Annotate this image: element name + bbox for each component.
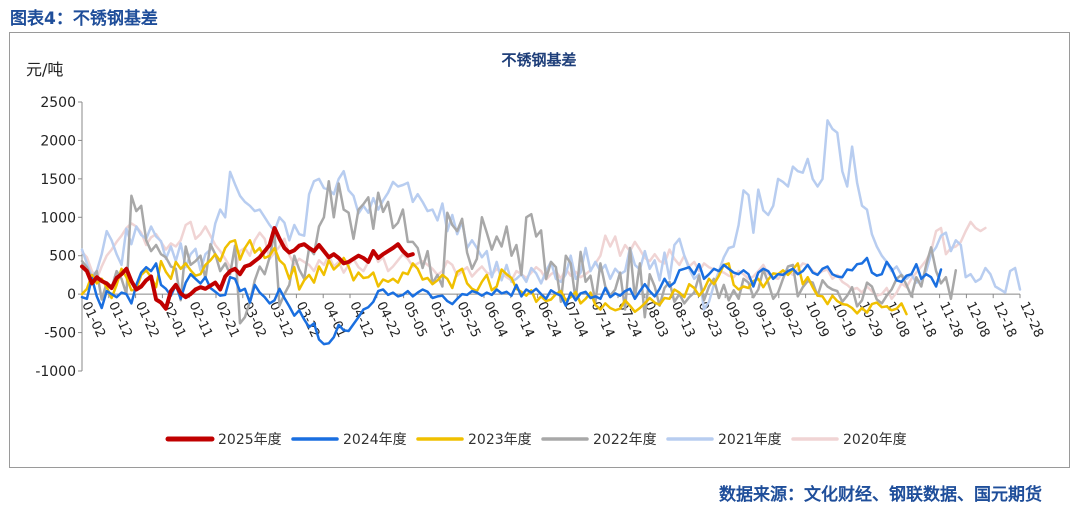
x-tick-label: 09-22 [775,299,805,340]
legend-label: 2024年度 [343,432,407,448]
y-tick-label: 2000 [40,133,76,149]
chart-title: 不锈钢基差 [501,51,576,69]
figure-caption: 图表4：不锈钢基差 [10,9,158,29]
y-tick-label: 0 [67,287,76,303]
legend-label: 2023年度 [468,432,532,448]
y-tick-label: 2500 [40,95,76,111]
legend-label: 2020年度 [843,432,907,448]
series-line-2024年度 [80,256,943,346]
series-line-2025年度 [80,226,415,311]
y-tick-label: 1500 [40,172,76,188]
x-tick-label: 02-11 [186,299,216,340]
y-tick-label: -500 [44,326,76,342]
x-tick-label: 06-24 [534,299,564,340]
x-tick-label: 05-15 [427,299,457,340]
chart-frame: 不锈钢基差 元/吨 -1000 -500 0 500 1000 1500 2000 2500 0… [9,32,1070,468]
x-tick-label: 05-25 [454,299,484,340]
y-axis-label: 元/吨 [26,60,63,79]
x-tick-label: 08-23 [695,299,725,340]
x-tick-label: 01-12 [105,299,135,340]
x-tick-label: 09-12 [748,299,778,340]
legend-label: 2021年度 [718,432,782,448]
source-note: 数据来源：文化财经、钢联数据、国元期货 [719,485,1042,505]
series-lines [80,119,1022,346]
x-tick-label: 12-18 [990,299,1020,340]
x-tick-label: 11-18 [909,299,939,340]
y-tick-label: -1000 [35,364,76,380]
x-tick-label: 06-14 [507,299,537,340]
x-tick-label: 12-28 [1016,299,1046,340]
x-tick-label: 08-13 [668,299,698,340]
y-tick-label: 1000 [40,210,76,226]
x-tick-label: 02-21 [212,299,242,340]
legend-label: 2025年度 [218,432,282,448]
x-tick-label: 10-09 [802,299,832,340]
x-tick-label: 12-08 [963,299,993,340]
legend-label: 2022年度 [593,432,657,448]
x-tick-label: 11-28 [936,299,966,340]
series-line-2023年度 [80,239,908,316]
x-tick-label: 06-04 [480,299,510,340]
basis-line-chart: 不锈钢基差 元/吨 -1000 -500 0 500 1000 1500 2000 2500 0… [26,51,1046,448]
y-tick-label: 500 [49,249,76,265]
x-tick-label: 04-22 [373,299,403,340]
x-tick-label: 05-05 [400,299,430,340]
x-tick-label: 09-02 [722,299,752,340]
legend: 2025年度 2024年度 2023年度 2022年度 2021年度 2020年度 [165,432,907,448]
x-tick-label: 01-22 [132,299,162,340]
x-tick-label: 10-19 [829,299,859,340]
